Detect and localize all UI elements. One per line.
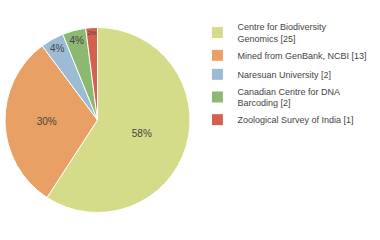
svg-text:Naresuan University [2]: Naresuan University [2] [237,70,331,80]
svg-text:58%: 58% [132,128,152,139]
svg-text:2%: 2% [87,29,96,36]
svg-text:Zoological Survey of India [1]: Zoological Survey of India [1] [237,115,353,125]
svg-text:4%: 4% [69,35,84,46]
svg-text:Canadian Centre for DNABarcodi: Canadian Centre for DNABarcoding [2] [237,87,340,109]
svg-text:4%: 4% [50,43,65,54]
svg-text:Mined from GenBank, NCBI [13]: Mined from GenBank, NCBI [13] [237,51,366,61]
svg-text:Centre for BiodiversityGenomic: Centre for BiodiversityGenomics [25] [237,22,326,44]
svg-text:30%: 30% [37,116,57,127]
